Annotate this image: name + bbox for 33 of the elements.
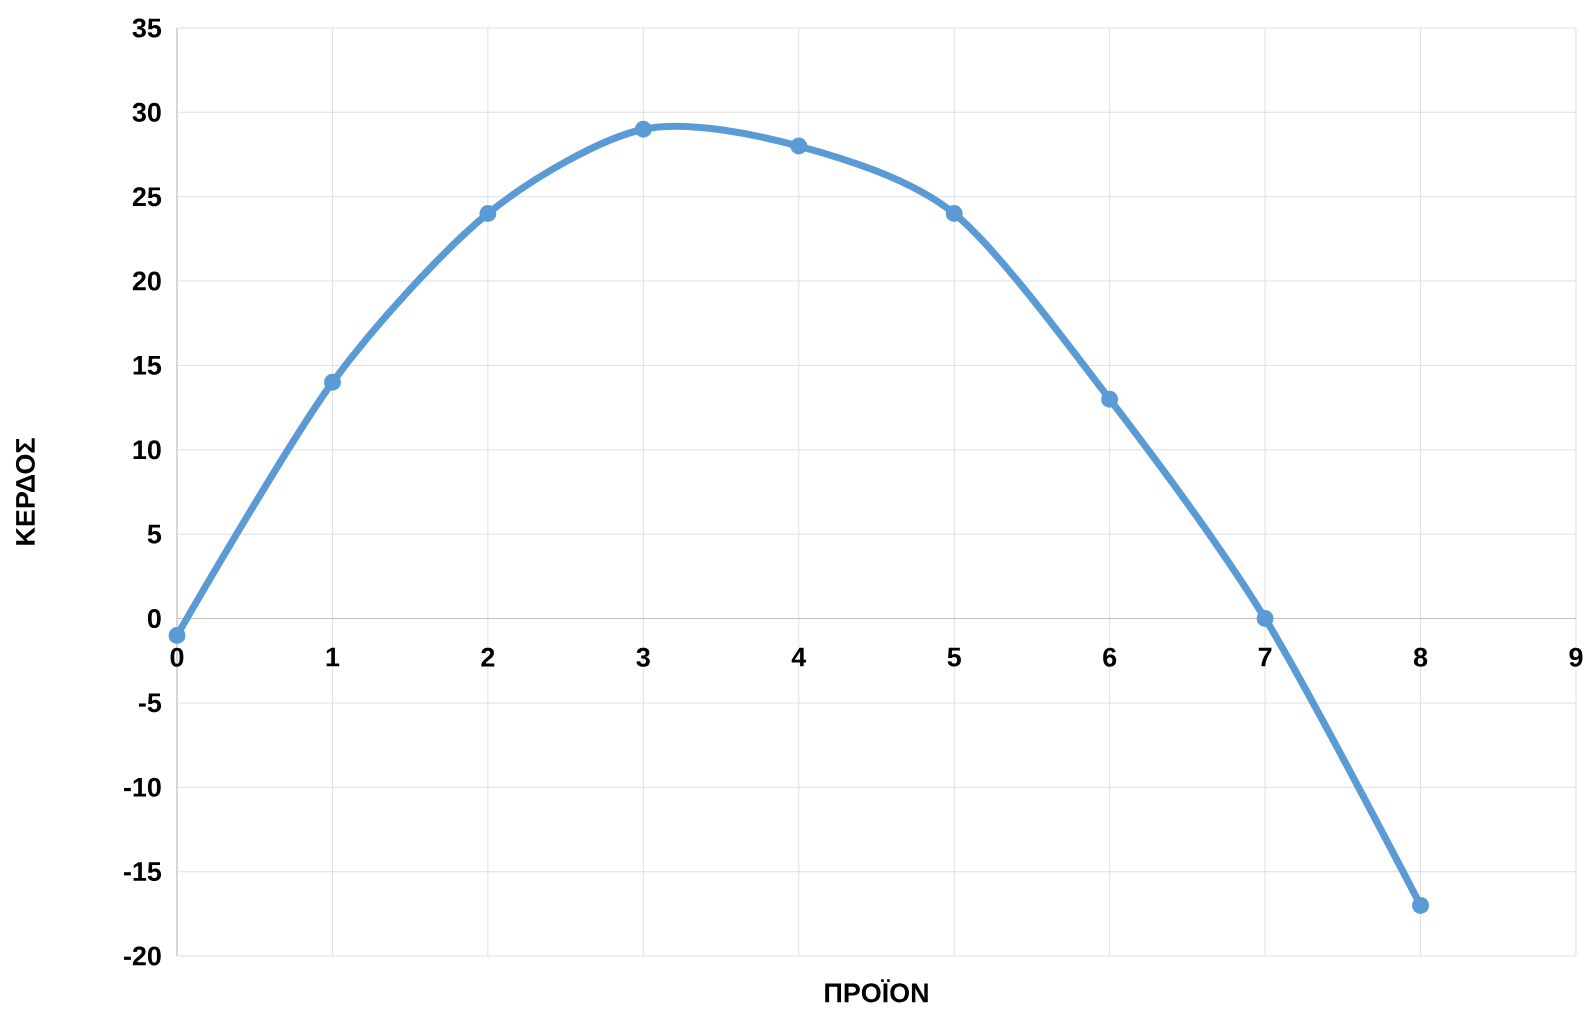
- point: [1412, 896, 1430, 914]
- y-tick-label: 5: [147, 524, 162, 544]
- y-tick-label: -5: [138, 693, 162, 713]
- x-tick-label: 5: [947, 647, 961, 667]
- point: [945, 205, 963, 223]
- y-tick-label: 0: [147, 609, 161, 629]
- y-tick-label: 30: [132, 102, 161, 122]
- x-tick-label: 7: [1258, 647, 1272, 667]
- x-tick-label: 6: [1103, 647, 1117, 667]
- y-tick-label: 35: [132, 18, 162, 38]
- y-tick-label: 10: [133, 440, 161, 460]
- y-tick-label: -15: [124, 862, 162, 882]
- x-tick-label: 3: [636, 647, 650, 667]
- x-tick-label: 2: [481, 647, 495, 667]
- x-axis-title: ΠΡΟΪΟΝ: [825, 979, 928, 1003]
- x-tick-label: 4: [791, 647, 807, 667]
- y-tick-label: -20: [124, 946, 161, 966]
- y-tick-label: 15: [133, 356, 162, 375]
- y-tick-label: 25: [132, 187, 162, 207]
- point: [1256, 610, 1274, 628]
- x-tick-label: 9: [1569, 647, 1583, 667]
- x-tick-label: 8: [1413, 647, 1428, 667]
- point: [790, 137, 808, 155]
- point: [634, 120, 652, 138]
- y-tick-label: -10: [124, 777, 161, 797]
- point: [323, 373, 341, 391]
- point: [1101, 390, 1119, 408]
- x-tick-label: 1: [326, 647, 340, 667]
- x-tick-label: 0: [170, 647, 184, 667]
- point: [479, 205, 497, 223]
- y-axis-title: ΚΕΡΔΟΣ: [15, 438, 35, 545]
- point: [168, 626, 186, 644]
- y-tick-label: 20: [132, 271, 161, 291]
